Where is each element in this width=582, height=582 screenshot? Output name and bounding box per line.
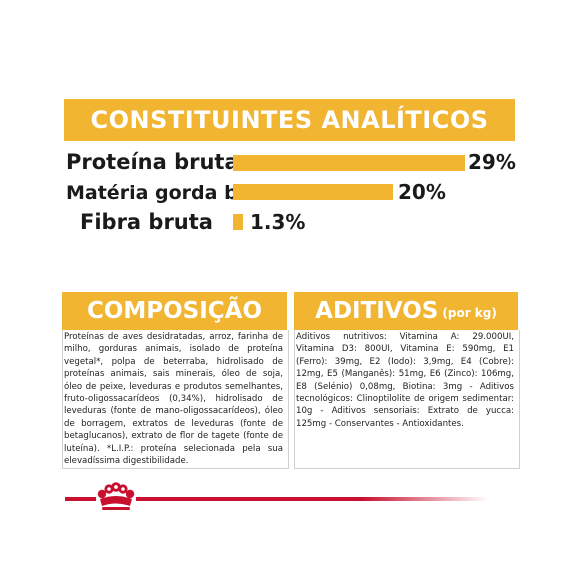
row-label-fiber: Fibra bruta xyxy=(80,210,213,234)
analytics-banner: CONSTITUINTES ANALÍTICOS xyxy=(64,99,515,141)
row-value-protein: 29% xyxy=(468,150,516,174)
composition-title: COMPOSIÇÃO xyxy=(86,298,263,324)
additives-text: Aditivos nutritivos: Vitamina A: 29.000U… xyxy=(296,332,514,429)
additives-subtitle: (por kg) xyxy=(442,306,497,320)
additives-title-wrap: ADITIVOS (por kg) xyxy=(294,292,518,330)
row-label-protein: Proteína bruta xyxy=(66,150,239,174)
bar-fiber xyxy=(233,214,243,230)
row-value-fiber: 1.3% xyxy=(250,210,306,234)
additives-header: ADITIVOS (por kg) xyxy=(294,292,518,330)
bar-fat xyxy=(233,184,393,200)
composition-header: COMPOSIÇÃO xyxy=(62,292,287,330)
row-label-fat: Matéria gorda bruta xyxy=(66,182,283,204)
analytics-title: CONSTITUINTES ANALÍTICOS xyxy=(90,106,489,134)
bar-protein xyxy=(233,155,465,171)
composition-text: Proteínas de aves desidratadas, arroz, f… xyxy=(64,332,283,467)
row-value-fat: 20% xyxy=(398,180,446,204)
royal-canin-crown-icon xyxy=(92,480,140,516)
additives-title: ADITIVOS xyxy=(315,298,439,324)
composition-box xyxy=(62,330,289,469)
brand-red-line xyxy=(65,497,489,501)
additives-box xyxy=(294,330,520,469)
